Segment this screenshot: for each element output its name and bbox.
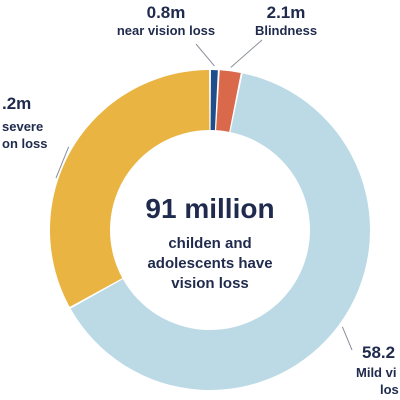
leader-line-3 (55, 146, 70, 179)
center-title: 91 million (145, 193, 274, 224)
category-label-mild-line-1: Mild vi (356, 365, 396, 380)
leader-lines (55, 39, 353, 351)
category-label-near-vision-loss: near vision loss (117, 23, 215, 38)
leader-line-2 (341, 326, 353, 351)
value-label-near-vision-loss: 0.8m (147, 3, 186, 22)
value-label-mild: 58.2 (362, 343, 395, 362)
leader-line-0 (195, 43, 215, 67)
leader-line-1 (230, 39, 263, 68)
center-subtitle-line-3: vision loss (171, 275, 249, 292)
category-label-moderate-severe-line-1: severe (2, 119, 43, 134)
slice-0 (210, 70, 218, 131)
slice-1 (216, 70, 241, 132)
center-subtitle-line-1: childen and (168, 235, 251, 252)
value-label-blindness: 2.1m (267, 3, 306, 22)
donut-slices (50, 70, 370, 390)
slice-3 (50, 70, 210, 307)
value-label-moderate-severe: .2m (2, 94, 31, 113)
category-label-moderate-severe-line-2: on loss (2, 136, 48, 151)
center-subtitle-line-2: adolescents have (147, 255, 272, 272)
category-label-blindness: Blindness (255, 23, 317, 38)
category-label-mild-line-2: los (380, 382, 399, 397)
slice-2 (70, 73, 370, 390)
